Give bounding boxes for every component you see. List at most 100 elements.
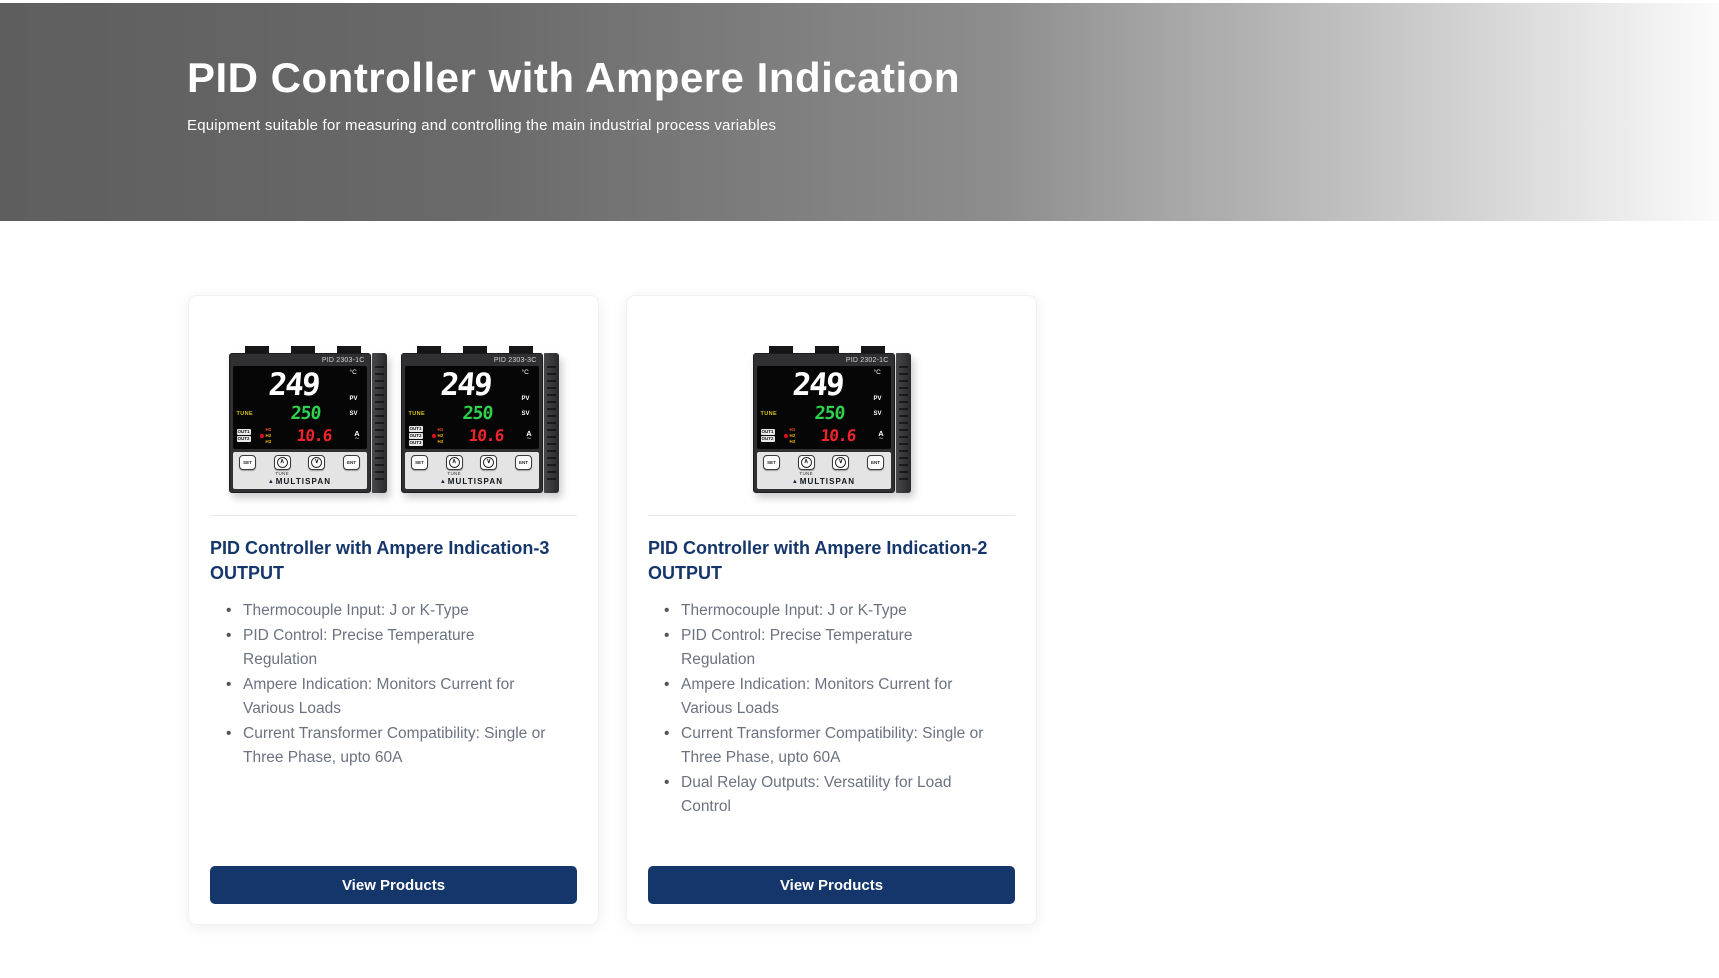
product-cards-row: PID 2303-1C 249 °C PV TUNE 250 SV [188, 295, 1719, 925]
sv-label: SV [873, 410, 882, 417]
pid-controller-device: PID 2302-1C 249 °C PV TUNE 250 SV [752, 345, 911, 493]
device-front-panel: PID 2303-3C 249 °C PV TUNE 250 SV [400, 352, 543, 493]
view-products-button[interactable]: View Products [648, 866, 1015, 904]
product-image: PID 2302-1C 249 °C PV TUNE 250 SV [648, 340, 1015, 498]
out-badges: OUT1 OUT2 [236, 429, 258, 442]
page-title: PID Controller with Ampere Indication [187, 54, 961, 101]
pv-unit: °C [521, 368, 529, 376]
feature-list: Thermocouple Input: J or K-TypePID Contr… [226, 599, 577, 771]
tune-key-label: TUNE [799, 470, 813, 476]
amp-value: 10.6 [295, 425, 332, 445]
set-key-label: SET [243, 459, 252, 465]
keypad-panel: SET ∧ TUNE ∨ ENT [756, 451, 891, 489]
heater-labels: H1 H2 H3 [438, 427, 448, 444]
feature-item: Current Transformer Compatibility: Singl… [664, 722, 984, 771]
device-model-label: PID 2303-3C [493, 356, 537, 364]
down-arrow-key: ∨ [832, 454, 850, 470]
up-arrow-icon: ∧ [448, 456, 460, 468]
out-indicator: OUT2 [760, 436, 775, 442]
heater-labels: H1 H2 H3 [266, 427, 276, 444]
tune-indicator: TUNE [236, 410, 254, 417]
out-indicator: OUT3 [408, 439, 423, 446]
ent-key-label: ENT [870, 459, 880, 465]
alarm-dot-icon [259, 433, 264, 438]
multispan-logo-icon: ▲ [791, 478, 798, 485]
heater-labels: H1 H2 H3 [790, 427, 800, 444]
device-side-fins [895, 352, 911, 493]
set-key-label: SET [415, 459, 424, 465]
down-arrow-icon: ∨ [311, 456, 323, 468]
card-title[interactable]: PID Controller with Ampere Indication-2 … [648, 538, 988, 583]
multispan-logo-icon: ▲ [267, 478, 274, 485]
device-side-fins [371, 352, 387, 493]
device-front-panel: PID 2302-1C 249 °C PV TUNE 250 SV [752, 352, 895, 493]
pv-value: 249 [438, 366, 492, 403]
up-arrow-key: ∧ [445, 454, 463, 470]
down-arrow-icon: ∨ [835, 456, 847, 468]
ent-key-label: ENT [346, 459, 356, 465]
set-key-label: SET [767, 459, 776, 465]
feature-item: Thermocouple Input: J or K-Type [664, 599, 984, 624]
pv-label: PV [873, 395, 882, 402]
up-arrow-key: ∧ [797, 454, 815, 470]
pv-label: PV [521, 395, 530, 402]
up-arrow-key: ∧ [273, 454, 291, 470]
pv-value: 249 [790, 366, 844, 403]
mounting-tabs [244, 345, 361, 353]
tune-indicator: TUNE [760, 410, 778, 417]
sv-label: SV [521, 410, 530, 417]
ent-key-label: ENT [518, 459, 528, 465]
multispan-logo-icon: ▲ [439, 478, 446, 485]
sv-label: SV [349, 410, 358, 417]
out-indicator: OUT1 [236, 429, 251, 435]
set-key: SET [411, 454, 428, 470]
product-image: PID 2303-1C 249 °C PV TUNE 250 SV [210, 340, 577, 498]
sv-value: 250 [813, 402, 845, 424]
feature-list: Thermocouple Input: J or K-TypePID Contr… [664, 599, 1015, 820]
ent-key: ENT [514, 454, 532, 470]
device-model-label: PID 2303-1C [321, 356, 365, 364]
card-title[interactable]: PID Controller with Ampere Indication-3 … [210, 538, 550, 583]
heater-label: H3 [789, 439, 796, 444]
pv-unit: °C [873, 368, 881, 376]
set-key: SET [763, 454, 780, 470]
heater-label: H1 [265, 427, 272, 432]
lcd-display: 249 °C PV TUNE 250 SV OUT1 OUT2 [232, 365, 367, 449]
product-card: PID 2303-1C 249 °C PV TUNE 250 SV [188, 295, 599, 925]
mounting-tabs [768, 345, 885, 353]
set-key: SET [239, 454, 256, 470]
amp-unit: A [354, 429, 360, 438]
device-side-fins [543, 352, 559, 493]
heater-label: H3 [437, 439, 444, 444]
feature-item: Ampere Indication: Monitors Current for … [226, 673, 546, 722]
ac-wave-icon: ∼ [526, 436, 532, 442]
up-arrow-icon: ∧ [800, 456, 812, 468]
heater-label: H2 [437, 433, 444, 438]
amp-unit: A [878, 429, 884, 438]
view-products-button[interactable]: View Products [210, 866, 577, 904]
product-card: PID 2302-1C 249 °C PV TUNE 250 SV [626, 295, 1037, 925]
ent-key: ENT [866, 454, 884, 470]
up-arrow-icon: ∧ [276, 456, 288, 468]
pv-value: 249 [266, 366, 320, 403]
card-divider [210, 515, 577, 516]
lcd-display: 249 °C PV TUNE 250 SV OUT1 OUT2 OUT3 [404, 365, 539, 449]
amp-value: 10.6 [467, 425, 504, 445]
tune-indicator: TUNE [408, 410, 426, 417]
ent-key: ENT [342, 454, 360, 470]
keypad-panel: SET ∧ TUNE ∨ ENT [404, 451, 539, 489]
heater-label: H1 [437, 427, 444, 432]
sv-value: 250 [289, 402, 321, 424]
down-arrow-key: ∨ [308, 454, 326, 470]
mounting-tabs [416, 345, 533, 353]
alarm-dot-icon [783, 433, 788, 438]
feature-item: Current Transformer Compatibility: Singl… [226, 722, 546, 771]
device-model-label: PID 2302-1C [845, 356, 889, 364]
amp-value: 10.6 [819, 425, 856, 445]
heater-label: H2 [265, 433, 272, 438]
ac-wave-icon: ∼ [878, 436, 884, 442]
card-divider [648, 515, 1015, 516]
pv-label: PV [349, 395, 358, 402]
page-subtitle: Equipment suitable for measuring and con… [187, 117, 777, 134]
brand-label: MULTISPAN [447, 477, 504, 486]
